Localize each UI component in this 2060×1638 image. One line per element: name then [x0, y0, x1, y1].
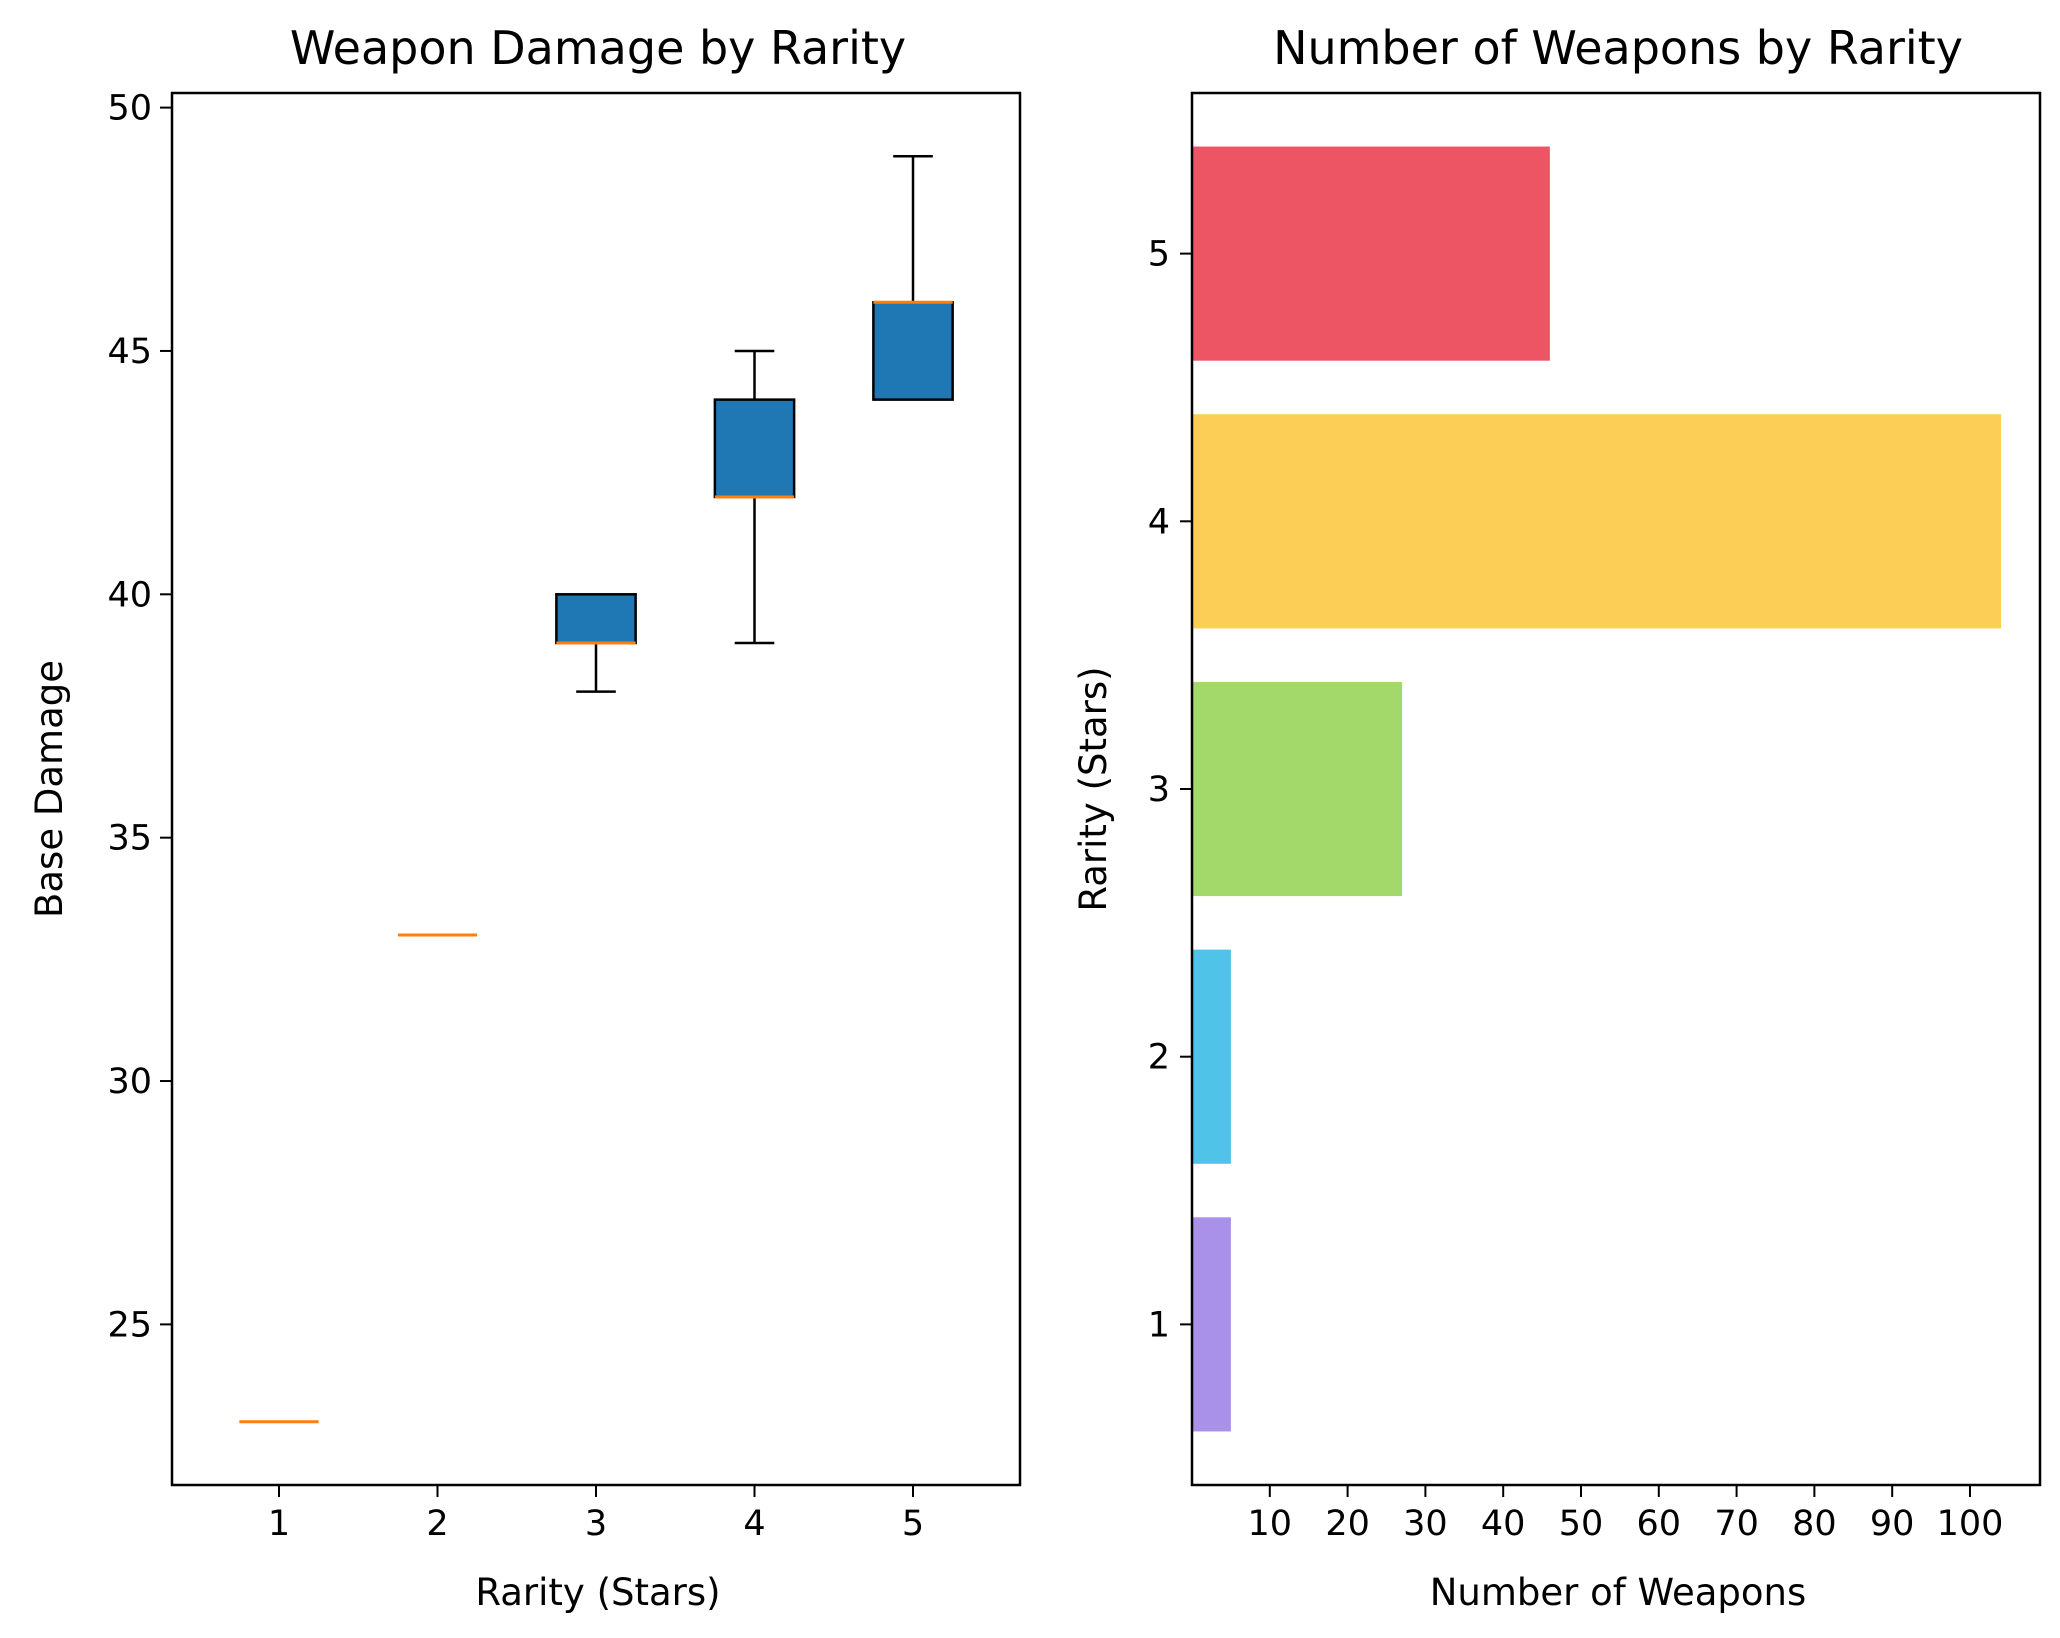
bar-rarity-2 — [1192, 949, 1231, 1164]
bar-chart-x-tick-label: 70 — [1714, 1504, 1759, 1544]
box-body — [713, 398, 796, 499]
bar-rarity-5 — [1192, 146, 1550, 361]
bar-chart-x-tick-label: 80 — [1792, 1504, 1837, 1544]
bar-chart-x-tick-label: 50 — [1559, 1504, 1604, 1544]
bar-rarity-4 — [1192, 414, 2002, 629]
bar-chart-panel: Number of Weapons by Rarity 1 2 3 4 5 10 20 30… — [1072, 21, 2042, 1614]
box-body — [872, 301, 954, 401]
box-body — [555, 593, 637, 645]
bar-chart-x-tick-label: 20 — [1325, 1504, 1370, 1544]
box-plot-y-tick-label: 25 — [107, 1305, 152, 1345]
bar-chart-x-axis-label: Number of Weapons — [1430, 1571, 1807, 1614]
bar-chart-y-tick-label: 4 — [1148, 502, 1170, 542]
box-plot-y-tick-label: 50 — [107, 89, 152, 129]
bar-rarity-3 — [1192, 681, 1403, 897]
bar-chart-title: Number of Weapons by Rarity — [1273, 21, 1963, 75]
box-plot-x-tick-label: 3 — [585, 1504, 607, 1544]
bar-chart-y-tick-label: 3 — [1148, 770, 1170, 810]
box-plot-x-tick-label: 5 — [902, 1504, 924, 1544]
bar-chart-y-tick-label: 5 — [1148, 235, 1170, 275]
bar-rarity-1 — [1192, 1217, 1231, 1432]
bar-chart-y-axis-label: Rarity (Stars) — [1072, 666, 1115, 911]
box-plot-y-tick-label: 45 — [107, 332, 152, 372]
bar-chart-x-tick-label: 100 — [1937, 1504, 2004, 1544]
bar-chart-x-tick-label: 60 — [1637, 1504, 1682, 1544]
box-plot-x-tick-label: 1 — [268, 1504, 290, 1544]
bar-chart-frame — [1190, 91, 2042, 1487]
box-plot-y-tick-label: 40 — [107, 575, 152, 615]
box-plot-y-axis-label: Base Damage — [28, 660, 71, 918]
bar-chart-x-tick-label: 10 — [1248, 1504, 1293, 1544]
bar-chart-y-tick-label: 1 — [1148, 1305, 1170, 1345]
box-plot-y-tick-label: 35 — [107, 819, 152, 859]
bar-chart-y-tick-label: 2 — [1148, 1038, 1170, 1078]
box-plot-x-tick-label: 2 — [426, 1504, 448, 1544]
bar-chart-x-tick-label: 40 — [1481, 1504, 1526, 1544]
box-plot-frame — [170, 91, 1022, 1487]
bar-chart-x-tick-label: 30 — [1403, 1504, 1448, 1544]
box-plot-x-axis-label: Rarity (Stars) — [475, 1571, 720, 1614]
box-plot-y-tick-label: 30 — [107, 1062, 152, 1102]
bar-chart-x-tick-label: 90 — [1870, 1504, 1915, 1544]
box-plot-x-tick-label: 4 — [743, 1504, 765, 1544]
box-plot-title: Weapon Damage by Rarity — [290, 21, 906, 75]
